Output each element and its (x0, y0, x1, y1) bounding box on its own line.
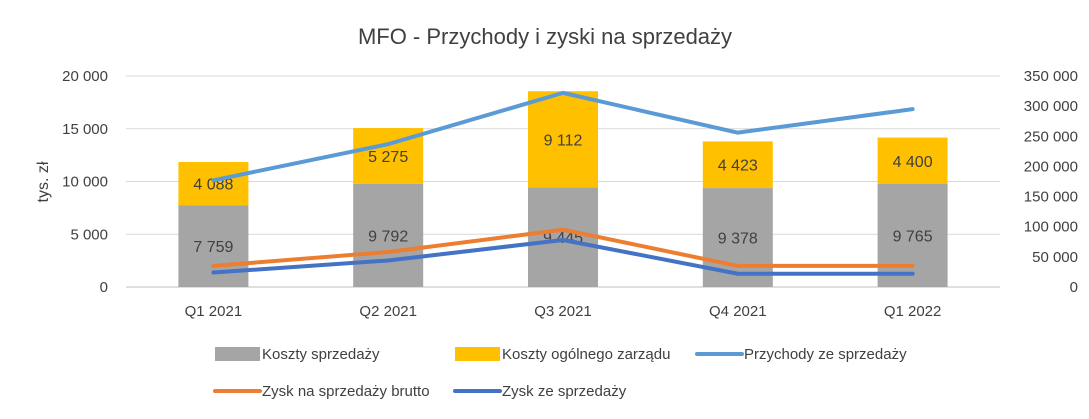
legend-item-zysk-na-sprzedazy-brutto-label: Zysk na sprzedaży brutto (262, 383, 430, 400)
y2-axis-ticks: 0 50 000 100 000 150 000 200 000 250 000 300 0… (1024, 68, 1078, 296)
y2-tick-label: 300 000 (1024, 98, 1078, 115)
legend: Koszty sprzedaży Koszty ogólnego zarządu P… (213, 346, 907, 400)
bar-koszty-sprzedazy (877, 183, 948, 287)
bar-data-label: 9 792 (368, 228, 408, 245)
x-tick-label: Q3 2021 (534, 303, 592, 320)
bars (178, 91, 948, 287)
y-tick-label: 0 (100, 279, 108, 296)
x-tick-label: Q2 2021 (359, 303, 417, 320)
y2-tick-label: 200 000 (1024, 158, 1078, 175)
y2-tick-label: 250 000 (1024, 128, 1078, 145)
bar-koszty-ogolnego-zarzadu (877, 137, 948, 184)
y-tick-label: 15 000 (62, 121, 108, 138)
bar-koszty-ogolnego-zarzadu (702, 141, 773, 189)
legend-item-koszty-ogolnego-zarzadu-label: Koszty ogólnego zarządu (502, 346, 670, 363)
y-tick-label: 20 000 (62, 68, 108, 85)
y2-tick-label: 100 000 (1024, 219, 1078, 236)
legend-item-zysk-ze-sprzedazy-label: Zysk ze sprzedaży (502, 383, 627, 400)
legend-item-przychody-ze-sprzedazy-label: Przychody ze sprzedaży (744, 346, 907, 363)
x-tick-label: Q1 2021 (185, 303, 243, 320)
bar-data-label: 5 275 (368, 149, 408, 166)
y-axis-ticks: 0 5 000 10 000 15 000 20 000 (62, 68, 108, 296)
x-tick-label: Q4 2021 (709, 303, 767, 320)
bar-koszty-ogolnego-zarzadu (178, 162, 249, 206)
bar-data-label: 7 759 (193, 239, 233, 256)
line-przychody-ze-sprzedazy (211, 90, 915, 183)
bar-data-label: 4 088 (193, 177, 233, 194)
bar-koszty-ogolnego-zarzadu (528, 91, 598, 188)
legend-item-koszty-sprzedazy-swatch (215, 347, 260, 361)
y-tick-label: 10 000 (62, 174, 108, 191)
y-axis-title: tys. zł (35, 161, 52, 202)
y2-tick-label: 0 (1070, 279, 1078, 296)
bar-koszty-sprzedazy (353, 183, 424, 287)
chart-title: MFO - Przychody i zyski na sprzedaży (358, 24, 732, 49)
line-zysk-na-sprzedazy-brutto (211, 227, 915, 268)
y2-tick-label: 50 000 (1032, 249, 1078, 266)
bar-data-label: 4 400 (893, 154, 933, 171)
bar-data-label: 4 423 (718, 158, 758, 175)
lines (211, 90, 915, 276)
bar-data-label: 9 765 (893, 228, 933, 245)
legend-item-koszty-ogolnego-zarzadu-swatch (455, 347, 500, 361)
legend-item-koszty-sprzedazy-label: Koszty sprzedaży (262, 346, 380, 363)
bar-data-label: 9 378 (718, 231, 758, 248)
x-axis-ticks: Q1 2021 Q2 2021 Q3 2021 Q4 2021 Q1 2022 (185, 303, 942, 320)
y2-tick-label: 150 000 (1024, 189, 1078, 206)
y2-tick-label: 350 000 (1024, 68, 1078, 85)
y-tick-label: 5 000 (70, 226, 108, 243)
bar-data-label: 9 112 (544, 132, 583, 149)
bar-koszty-sprzedazy (528, 187, 598, 287)
x-tick-label: Q1 2022 (884, 303, 942, 320)
line-zysk-ze-sprzedazy (211, 237, 915, 276)
